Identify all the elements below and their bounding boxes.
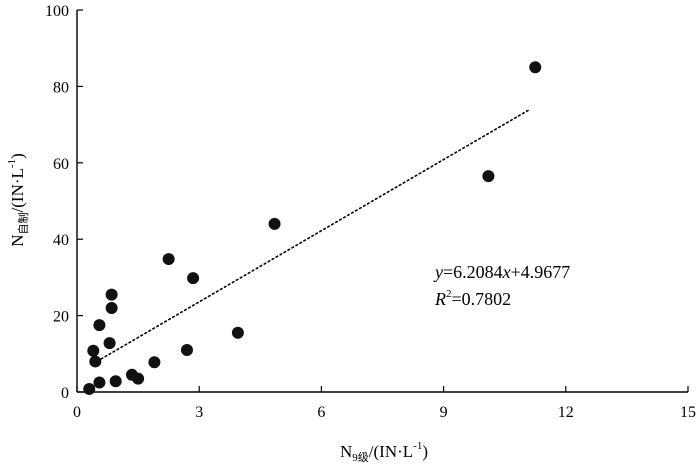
y-ticks: 0 20 40 60 80 100 bbox=[45, 3, 83, 402]
x-tick-label: 3 bbox=[195, 404, 203, 421]
data-point bbox=[93, 376, 106, 389]
data-point bbox=[162, 253, 175, 266]
data-point bbox=[89, 355, 102, 368]
data-point bbox=[132, 372, 145, 385]
data-points bbox=[83, 61, 542, 395]
data-point bbox=[231, 326, 244, 339]
data-point bbox=[529, 61, 542, 74]
data-point bbox=[105, 288, 118, 301]
data-point bbox=[83, 382, 96, 395]
data-point bbox=[187, 272, 200, 285]
data-point bbox=[103, 337, 116, 350]
data-point bbox=[93, 319, 106, 332]
r-squared-label: R2=0.7802 bbox=[434, 288, 511, 309]
x-tick-label: 9 bbox=[440, 404, 448, 421]
x-axis-label: N9级/(IN·L-1) bbox=[340, 440, 428, 464]
axes bbox=[76, 10, 688, 393]
y-axis-label: N自制/(IN·L-1) bbox=[6, 153, 30, 247]
x-tick-label: 12 bbox=[558, 404, 574, 421]
data-point bbox=[105, 301, 118, 314]
y-tick-label: 100 bbox=[45, 3, 69, 20]
data-point bbox=[180, 343, 193, 356]
y-tick-label: 20 bbox=[53, 309, 69, 326]
y-tick-label: 80 bbox=[53, 79, 69, 96]
regression-equation: y=6.2084x+4.9677 bbox=[433, 262, 570, 282]
x-tick-label: 0 bbox=[73, 404, 81, 421]
data-point bbox=[482, 170, 495, 183]
data-point bbox=[87, 344, 100, 357]
y-tick-label: 60 bbox=[53, 156, 69, 173]
x-ticks: 0 3 6 9 12 15 bbox=[73, 386, 696, 421]
data-point bbox=[148, 356, 161, 369]
trendline bbox=[92, 108, 530, 365]
data-point bbox=[109, 375, 122, 388]
y-tick-label: 40 bbox=[53, 232, 69, 249]
x-tick-label: 6 bbox=[317, 404, 325, 421]
x-tick-label: 15 bbox=[680, 404, 696, 421]
y-tick-label: 0 bbox=[61, 385, 69, 402]
data-point bbox=[268, 217, 281, 230]
